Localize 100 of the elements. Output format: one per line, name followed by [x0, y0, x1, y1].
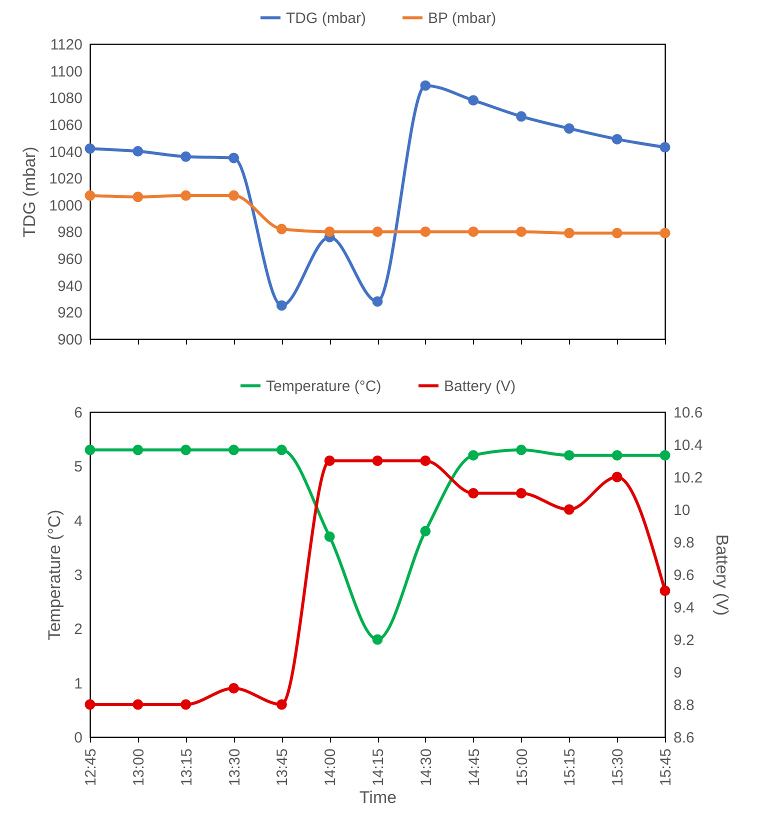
y2-tick-label: 9: [674, 664, 682, 682]
y-tick-label: 1080: [49, 90, 82, 108]
point: [132, 146, 144, 157]
point: [420, 456, 431, 466]
point: [132, 192, 144, 202]
point: [612, 228, 622, 238]
y-tick-label: 1120: [50, 36, 82, 54]
point: [180, 190, 192, 201]
y-tick-label: 900: [57, 332, 82, 348]
x-tick-label: 15:30: [610, 748, 627, 786]
point: [420, 226, 431, 237]
point: [660, 142, 670, 152]
y2-tick-label: 10.6: [674, 404, 703, 422]
point: [468, 226, 479, 237]
point: [564, 504, 574, 515]
x-tick-label: 13:30: [226, 748, 244, 786]
x-tick-label: 14:45: [466, 748, 483, 786]
y2-tick-label: 8.8: [674, 697, 694, 714]
point: [180, 699, 192, 710]
point: [132, 699, 144, 710]
point: [372, 226, 383, 237]
y-tick-label: 1: [74, 675, 82, 692]
y-tick-label: 5: [74, 458, 82, 476]
y-tick-label: 6: [74, 404, 82, 422]
x-tick-label: 13:15: [178, 748, 196, 786]
point: [276, 444, 287, 456]
y-tick-label: 2: [74, 621, 82, 638]
x-tick-label: 14:30: [418, 748, 435, 786]
point: [84, 699, 96, 710]
y-tick-label: 940: [57, 278, 82, 295]
point: [180, 151, 192, 162]
point: [372, 456, 383, 466]
y2-axis-title: Battery (V): [712, 534, 732, 616]
point: [564, 123, 574, 134]
y-axis-title: TDG (mbar): [20, 146, 40, 238]
y2-tick-label: 10.2: [674, 470, 703, 486]
y2-tick-label: 9.4: [674, 600, 694, 616]
y2-tick-label: 10.4: [674, 437, 703, 454]
point: [468, 450, 479, 461]
point: [132, 444, 144, 456]
point: [228, 683, 239, 694]
y-tick-label: 1000: [49, 197, 82, 214]
x-tick-label: 15:45: [658, 748, 674, 786]
point: [372, 634, 383, 645]
point: [372, 296, 383, 307]
x-tick-label: 13:45: [274, 748, 292, 786]
y-tick-label: 1100: [50, 63, 82, 80]
y2-tick-label: 9.8: [674, 534, 694, 552]
point: [612, 472, 622, 482]
point: [228, 444, 239, 456]
point: [516, 226, 526, 237]
point: [660, 450, 670, 461]
y-tick-label: 3: [74, 567, 82, 584]
point: [84, 190, 96, 201]
y-tick-label: 0: [74, 730, 82, 746]
point: [228, 190, 239, 201]
point: [660, 586, 670, 596]
x-tick-label: 15:00: [514, 748, 531, 786]
y-tick-label: 920: [57, 304, 82, 322]
point: [564, 228, 574, 238]
point: [276, 300, 287, 311]
y-tick-label: 1060: [49, 116, 82, 134]
point: [228, 152, 239, 164]
legend-label: Temperature (°C): [266, 378, 382, 395]
y2-tick-label: 10: [674, 502, 690, 519]
legend-label: Battery (V): [444, 378, 516, 395]
point: [564, 450, 574, 461]
x-axis-title: Time: [359, 788, 397, 808]
x-tick-label: 12:45: [82, 748, 100, 786]
point: [516, 488, 526, 498]
point: [84, 143, 96, 154]
y2-tick-label: 9.2: [674, 632, 694, 649]
x-tick-label: 15:15: [562, 748, 579, 786]
point: [324, 456, 335, 466]
point: [612, 134, 622, 144]
point: [180, 444, 192, 456]
y-tick-label: 4: [74, 512, 82, 530]
point: [324, 226, 335, 237]
y-tick-label: 960: [57, 251, 82, 268]
y2-tick-label: 9.6: [674, 567, 694, 584]
x-tick-label: 14:00: [322, 748, 340, 786]
x-tick-label: 14:15: [370, 748, 387, 786]
point: [468, 95, 479, 106]
point: [420, 526, 431, 536]
y2-tick-label: 8.6: [674, 730, 694, 746]
point: [516, 444, 526, 456]
point: [276, 224, 287, 234]
y-tick-label: 1040: [49, 144, 82, 161]
legend-label: BP (mbar): [428, 10, 496, 27]
y-tick-label: 1020: [49, 170, 82, 188]
point: [420, 80, 431, 91]
point: [276, 699, 287, 710]
point: [660, 228, 670, 238]
point: [324, 531, 335, 542]
point: [468, 488, 479, 498]
point: [516, 111, 526, 122]
point: [84, 444, 96, 456]
legend-label: TDG (mbar): [286, 10, 366, 27]
y-tick-label: 980: [57, 224, 82, 242]
point: [612, 450, 622, 461]
